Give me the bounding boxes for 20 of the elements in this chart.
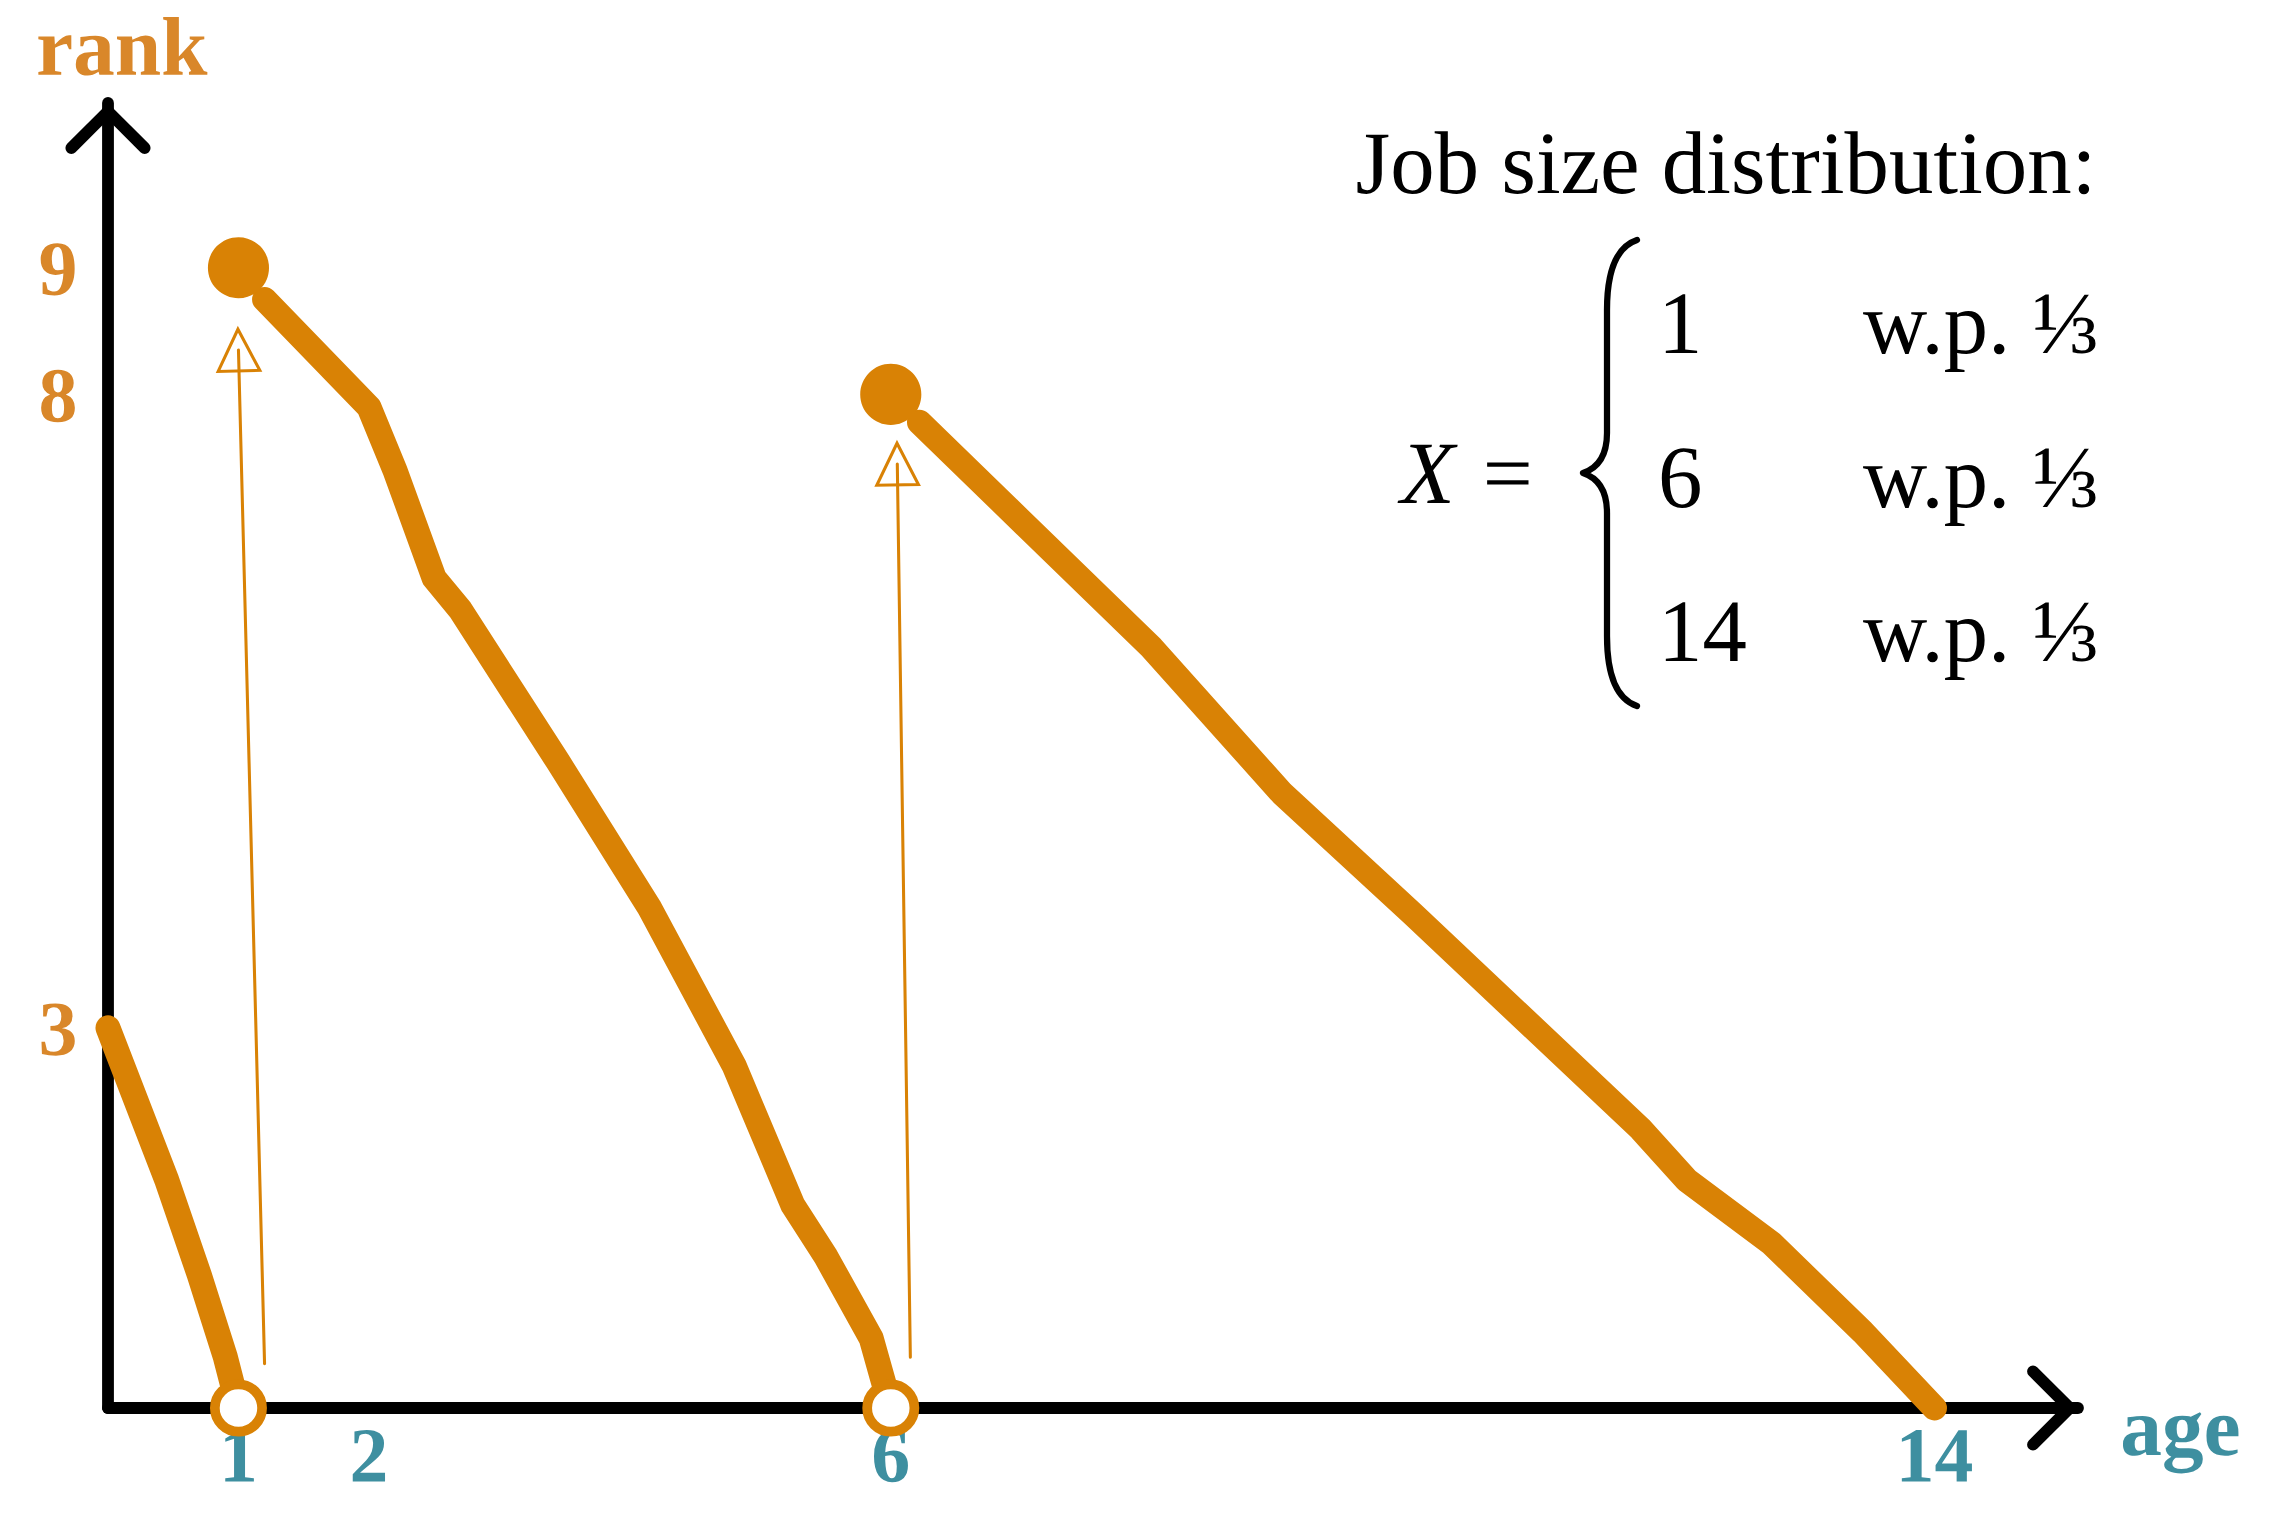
annotation: 1 (1665, 294, 1698, 353)
annotation: X = (1397, 444, 1529, 503)
annotation: 14 (1665, 602, 1746, 661)
annotation: Job size distribution: (1357, 131, 2090, 195)
x-tick-label: 2 (352, 1429, 386, 1482)
y-axis-title: rank (38, 16, 208, 76)
x-axis-title: age (2122, 1412, 2239, 1474)
y-tick-label: 9 (40, 243, 75, 296)
y-tick-label: 3 (41, 1003, 75, 1056)
point (215, 325, 263, 373)
x-tick-label: 14 (1901, 1430, 1972, 1482)
annotation: w.p. ⅓ (1863, 294, 2096, 372)
y-tick-label: 8 (41, 369, 75, 423)
point (209, 1379, 267, 1437)
annotation: w.p. ⅓ (1863, 448, 2096, 526)
point (207, 237, 270, 299)
annotation: w.p. ⅓ (1863, 602, 2096, 680)
point (860, 363, 922, 425)
annotation: 6 (1661, 448, 1700, 508)
point (874, 439, 921, 487)
